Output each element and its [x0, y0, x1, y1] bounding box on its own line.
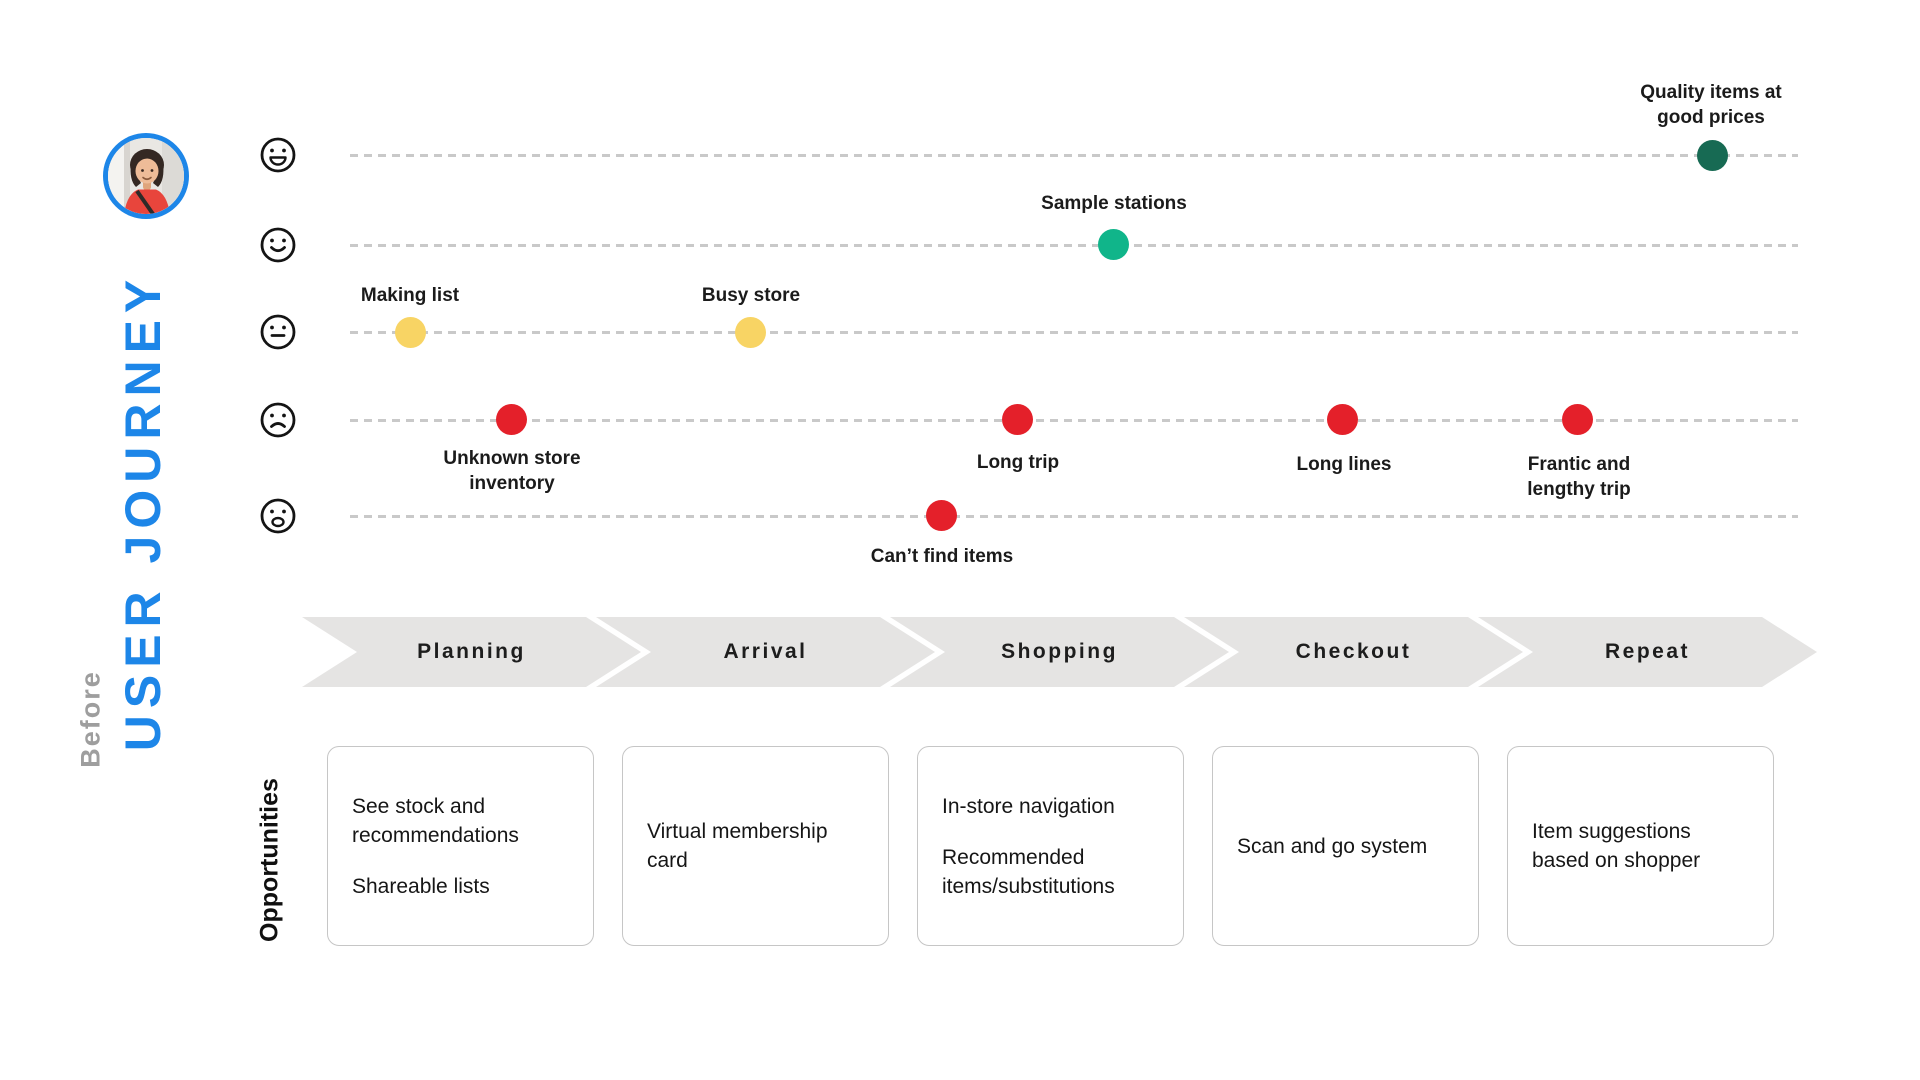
journey-point-label: Quality items at good prices: [1640, 82, 1782, 128]
opportunity-card-checkout: Scan and go system: [1212, 746, 1479, 946]
stage-chevron-arrival: Arrival: [596, 617, 935, 687]
smile-face-icon: [259, 226, 297, 264]
neutral-face-icon: [259, 313, 297, 351]
stage-chevron-shopping: Shopping: [890, 617, 1229, 687]
grin-face-icon: [259, 136, 297, 174]
stage-label: Repeat: [1604, 640, 1691, 663]
persona-avatar: [103, 133, 189, 219]
journey-dot-unknown-store-inventory: [496, 404, 527, 435]
stage-label: Shopping: [1001, 640, 1118, 663]
opportunity-item: In-store navigation: [942, 794, 1115, 818]
journey-dot-cant-find-items: [926, 500, 957, 531]
stage-chevron-checkout: Checkout: [1184, 617, 1523, 687]
stage-chevron-repeat: Repeat: [1478, 617, 1817, 687]
journey-dot-frantic-trip: [1562, 404, 1593, 435]
distressed-face-icon: [259, 497, 297, 535]
journey-point-label: Busy store: [701, 285, 801, 306]
journey-point-label: Long lines: [1296, 454, 1392, 475]
journey-point-label: Long trip: [976, 452, 1060, 473]
emotion-gridline-happy: [350, 244, 1798, 247]
frown-face-icon: [259, 401, 297, 439]
journey-point-label: Can’t find items: [870, 546, 1014, 567]
journey-dot-busy-store: [735, 317, 766, 348]
journey-dot-long-trip: [1002, 404, 1033, 435]
stage-label: Planning: [417, 640, 526, 663]
user-journey-title: USER JOURNEY: [115, 272, 171, 752]
stage-label: Checkout: [1295, 640, 1412, 663]
stage-label: Arrival: [723, 640, 808, 663]
opportunities-heading: Opportunities: [255, 778, 284, 942]
persona-photo-illustration: [108, 138, 184, 214]
journey-dot-sample-stations: [1098, 229, 1129, 260]
opportunity-card-repeat: Item suggestions based on shopper: [1507, 746, 1774, 946]
opportunity-card-planning: See stock and recommendations Shareable …: [327, 746, 594, 946]
journey-dot-long-lines: [1327, 404, 1358, 435]
opportunity-item: Recommended items/substitutions: [942, 845, 1115, 898]
stage-chevron-planning: Planning: [302, 617, 641, 687]
opportunity-item: Item suggestions based on shopper: [1532, 820, 1701, 872]
journey-dot-quality-items: [1697, 140, 1728, 171]
opportunity-item: Virtual membership card: [647, 820, 828, 872]
opportunity-card-shopping: In-store navigation Recommended items/su…: [917, 746, 1184, 946]
opportunity-card-arrival: Virtual membership card: [622, 746, 889, 946]
journey-dot-making-list: [395, 317, 426, 348]
opportunity-item: Scan and go system: [1237, 834, 1428, 858]
emotion-gridline-very-happy: [350, 154, 1798, 157]
opportunity-item: See stock and recommendations: [352, 794, 519, 847]
journey-point-label: Making list: [360, 285, 460, 306]
journey-point-label: Frantic and lengthy trip: [1527, 454, 1631, 500]
journey-point-label: Unknown store inventory: [443, 448, 581, 494]
opportunity-item: Shareable lists: [352, 874, 490, 898]
phase-label: Before: [75, 670, 106, 768]
emotion-gridline-sad: [350, 419, 1798, 422]
emotion-gridline-very-sad: [350, 515, 1798, 518]
journey-point-label: Sample stations: [1041, 193, 1187, 214]
emotion-gridline-neutral: [350, 331, 1798, 334]
